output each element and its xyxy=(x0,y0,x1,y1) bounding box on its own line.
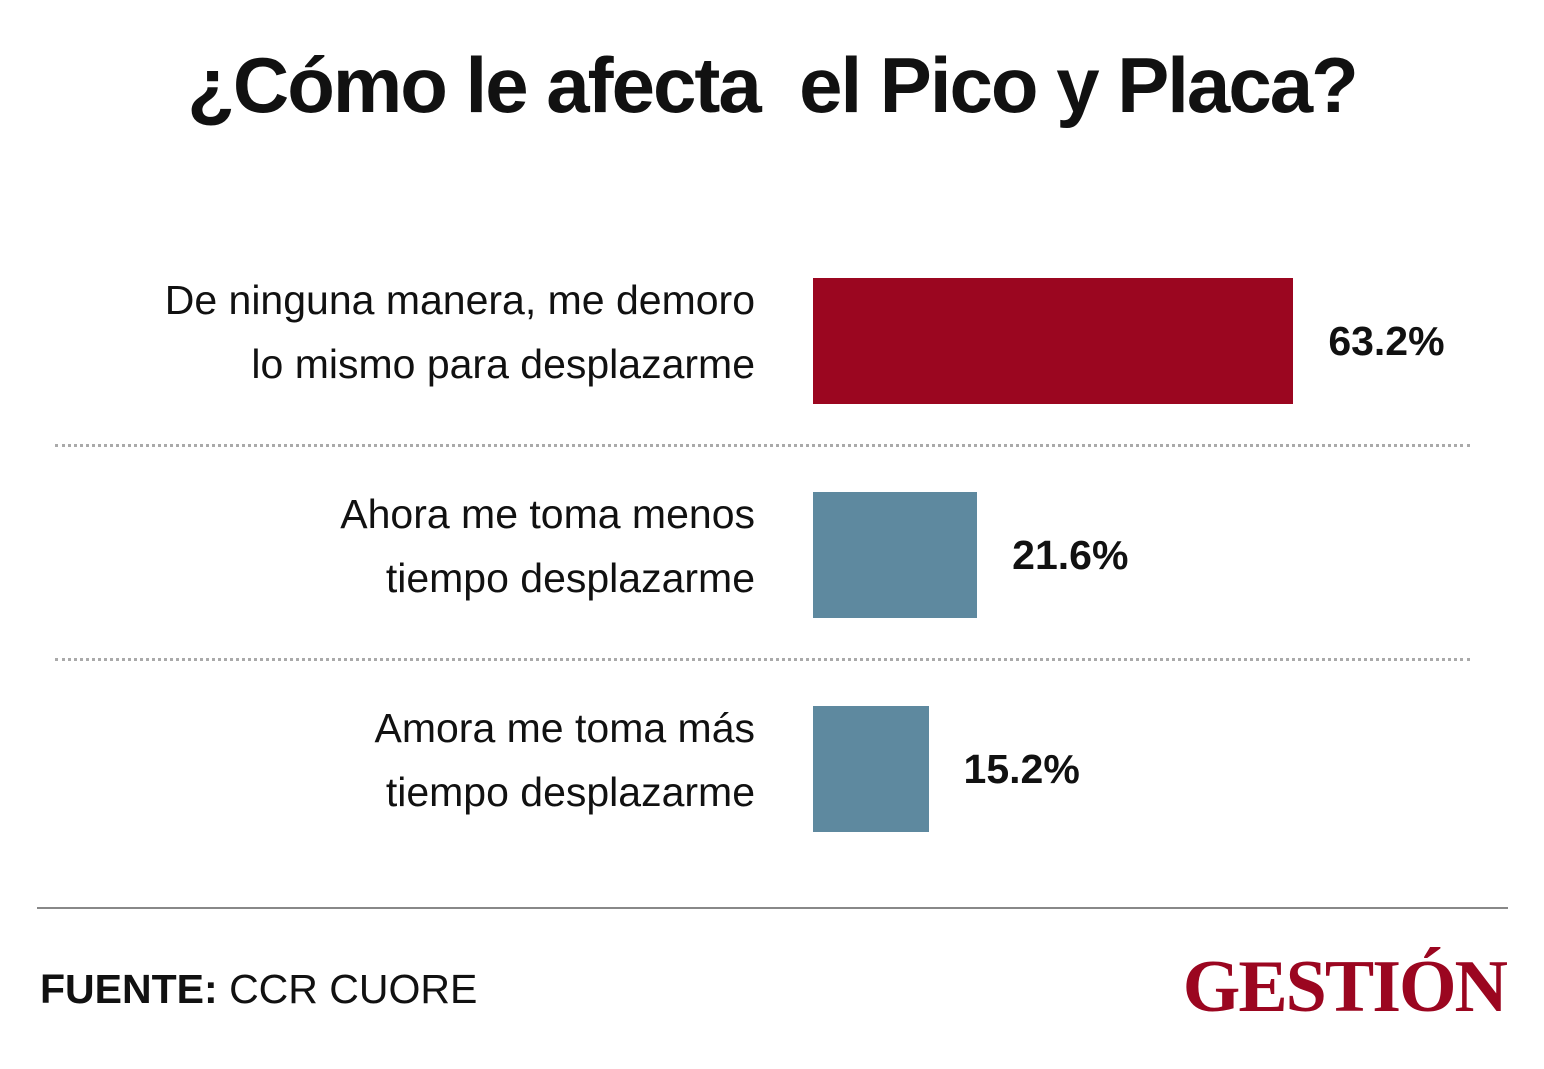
source-label: FUENTE: xyxy=(40,966,218,1012)
bar xyxy=(813,278,1294,404)
logo: GESTIÓN xyxy=(1182,946,1508,1028)
value-label: 15.2% xyxy=(963,746,1080,792)
category-label: De ninguna manera, me demoro xyxy=(164,277,755,323)
category-label: tiempo desplazarme xyxy=(385,769,755,815)
value-label: 21.6% xyxy=(1012,532,1129,578)
source: FUENTE: CCR CUORE xyxy=(40,966,477,1013)
category-label: tiempo desplazarme xyxy=(385,555,755,601)
bar xyxy=(813,706,929,832)
bar xyxy=(813,492,978,618)
source-name: CCR CUORE xyxy=(229,966,478,1012)
category-label: Amora me toma más xyxy=(374,705,756,751)
separator xyxy=(55,444,1470,447)
value-label: 63.2% xyxy=(1328,318,1445,364)
separator xyxy=(55,658,1470,661)
chart-title: ¿Cómo le afecta el Pico y Placa? xyxy=(187,41,1358,129)
category-label: Ahora me toma menos xyxy=(340,491,755,537)
category-label: lo mismo para desplazarme xyxy=(251,341,755,387)
divider xyxy=(37,907,1508,909)
